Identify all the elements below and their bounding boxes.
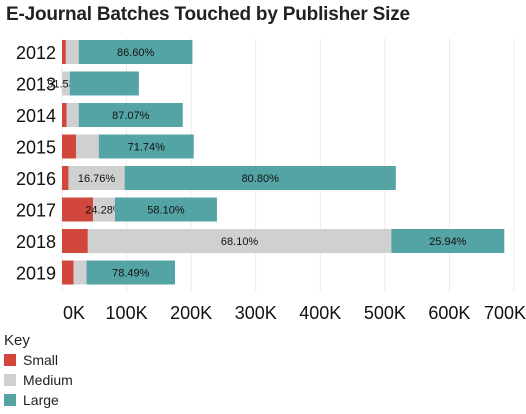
bar-medium <box>62 71 70 96</box>
bar-large <box>78 103 183 127</box>
legend-swatch-medium <box>4 374 16 386</box>
bar-small <box>62 197 93 222</box>
category-label: 2013 <box>16 75 56 95</box>
chart-title: E-Journal Batches Touched by Publisher S… <box>6 4 410 25</box>
bar-medium <box>65 40 79 64</box>
category-label: 2012 <box>16 43 56 63</box>
bar-large <box>98 134 194 159</box>
bar-large <box>391 229 505 253</box>
category-label: 2018 <box>16 232 56 252</box>
category-label: 2019 <box>16 264 56 284</box>
bar-small <box>62 260 74 285</box>
x-tick-label: 0K <box>63 303 85 323</box>
bar-medium <box>92 197 115 222</box>
category-label: 2015 <box>16 138 56 158</box>
bar-large <box>69 71 139 96</box>
data-label: 24.28% <box>85 205 123 217</box>
category-label: 2016 <box>16 169 56 189</box>
bar-large <box>114 197 217 222</box>
data-label: 68.10% <box>221 236 259 248</box>
x-tick-label: 700K <box>484 303 526 323</box>
category-label: 2017 <box>16 201 56 221</box>
bar-medium <box>68 166 125 190</box>
bar-large <box>86 260 175 285</box>
bar-large <box>124 166 396 190</box>
legend-item-small: Small <box>4 350 73 370</box>
legend-title: Key <box>4 332 30 349</box>
x-tick-label: 600K <box>428 303 470 323</box>
bar-small <box>62 166 69 190</box>
legend-label-large: Large <box>23 392 59 408</box>
data-label: 71.74% <box>128 142 166 154</box>
x-tick-label: 500K <box>364 303 406 323</box>
legend-swatch-small <box>4 354 16 366</box>
x-tick-label: 200K <box>170 303 212 323</box>
bar-medium <box>87 229 392 253</box>
legend-item-large: Large <box>4 390 73 410</box>
data-label: 58.10% <box>147 205 185 217</box>
legend-swatch-large <box>4 394 16 406</box>
bar-small <box>62 103 67 127</box>
legend-label-medium: Medium <box>23 372 73 388</box>
category-label: 2014 <box>16 106 56 126</box>
x-tick-label: 300K <box>235 303 277 323</box>
x-tick-label: 400K <box>299 303 341 323</box>
bar-large <box>78 40 193 64</box>
data-label: 87.07% <box>112 110 150 122</box>
bar-small <box>62 40 66 64</box>
bar-small <box>62 134 77 159</box>
data-label: 16.76% <box>78 173 116 185</box>
bar-small <box>62 229 88 253</box>
bar-medium <box>76 134 99 159</box>
data-label: 86.60% <box>117 47 155 59</box>
data-label: 78.49% <box>112 268 150 280</box>
data-label: 25.94% <box>429 236 467 248</box>
data-label: 80.80% <box>242 173 280 185</box>
legend: Key Small Medium Large <box>4 332 73 410</box>
legend-item-medium: Medium <box>4 370 73 390</box>
legend-label-small: Small <box>23 352 59 368</box>
x-tick-label: 100K <box>106 303 148 323</box>
bar-medium <box>66 103 79 127</box>
bar-medium <box>73 260 87 285</box>
